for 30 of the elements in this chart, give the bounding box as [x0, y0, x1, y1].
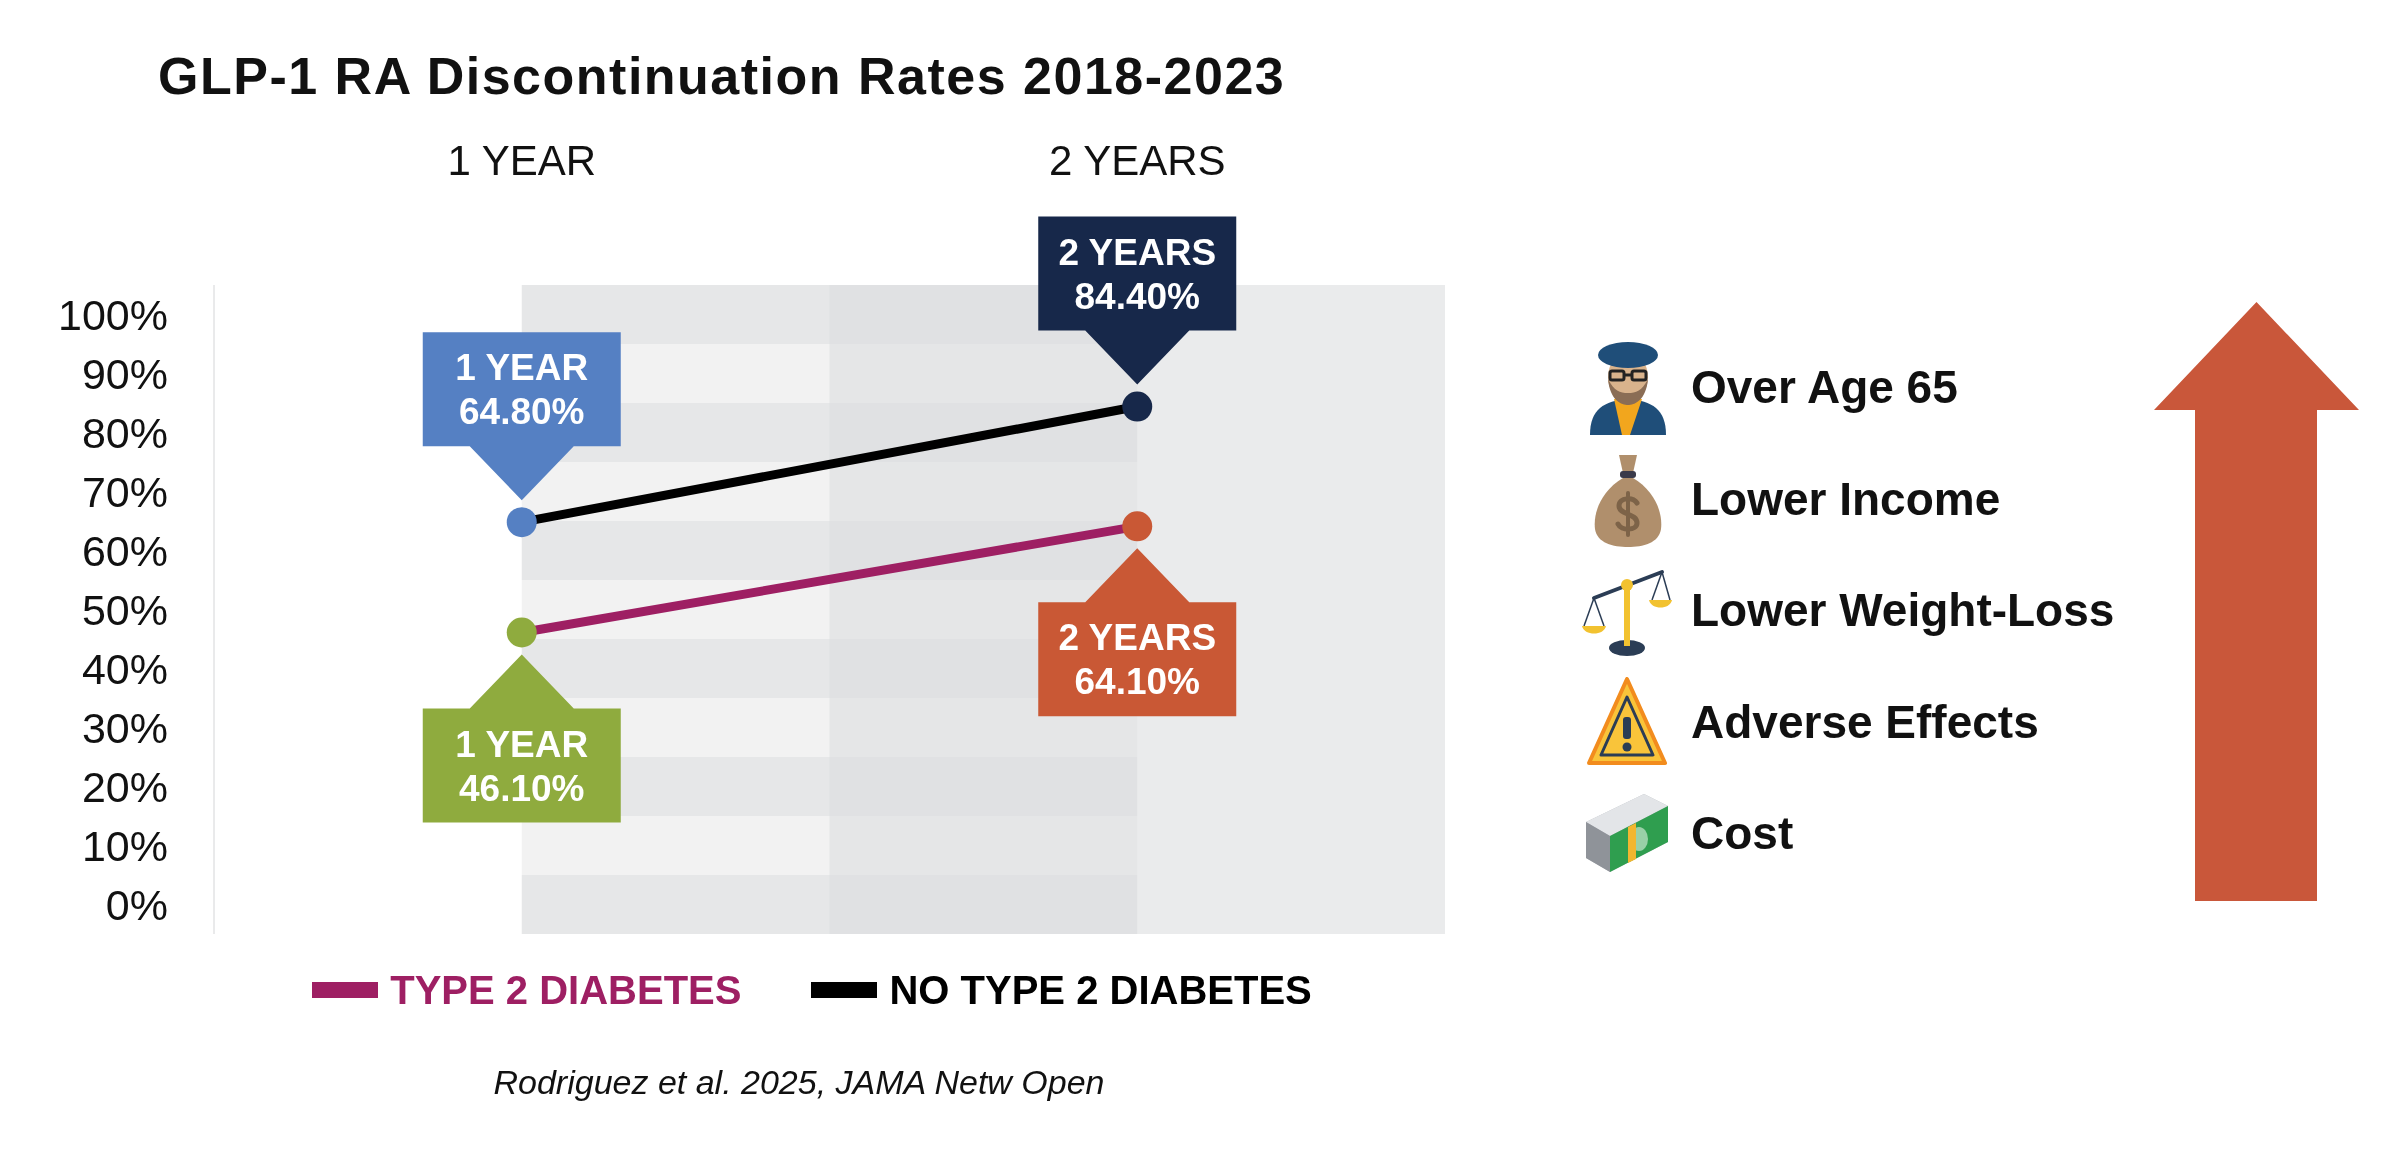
y-tick-label: 90% [81, 349, 168, 398]
y-tick-label: 60% [81, 526, 168, 575]
text: Lower Weight-Loss [1691, 583, 2115, 638]
data-label: 1 YEAR 46.10% [455, 723, 589, 809]
y-tick-label: 100% [58, 290, 168, 339]
data-label: 2 YEARS 64.10% [1058, 617, 1217, 703]
text: Adverse Effects [1691, 694, 2039, 750]
text: Lower Income [1691, 471, 2001, 527]
legend-label: NO TYPE 2 DIABETES [889, 967, 1312, 1014]
point [506, 507, 537, 538]
x-tick-label: 2 YEARS [1048, 137, 1226, 184]
chart-title: GLP-1 RA Discontinuation Rates 2018-2023 [158, 46, 1286, 107]
y-tick-label: 10% [81, 821, 168, 870]
y-tick-label: 20% [81, 762, 168, 811]
x-tick-label: 1 YEAR [447, 137, 597, 184]
data-label: 2 YEARS 84.40% [1058, 231, 1217, 317]
y-tick-label: 40% [81, 644, 168, 693]
data-label: 1 YEAR 64.80% [455, 347, 589, 433]
point [506, 617, 537, 648]
y-tick-label: 0% [105, 880, 168, 929]
y-tick-label: 30% [81, 703, 168, 752]
y-tick-label: 50% [81, 585, 168, 634]
point [1122, 511, 1153, 542]
point [1122, 391, 1153, 422]
y-tick-label: 80% [81, 408, 168, 457]
legend-label: TYPE 2 DIABETES [390, 967, 742, 1014]
text: Cost [1691, 806, 1794, 861]
y-tick-label: 70% [81, 467, 168, 516]
text: Over Age 65 [1691, 360, 1958, 415]
text: Rodriguez et al. 2025, JAMA Netw Open [492, 1062, 1106, 1103]
